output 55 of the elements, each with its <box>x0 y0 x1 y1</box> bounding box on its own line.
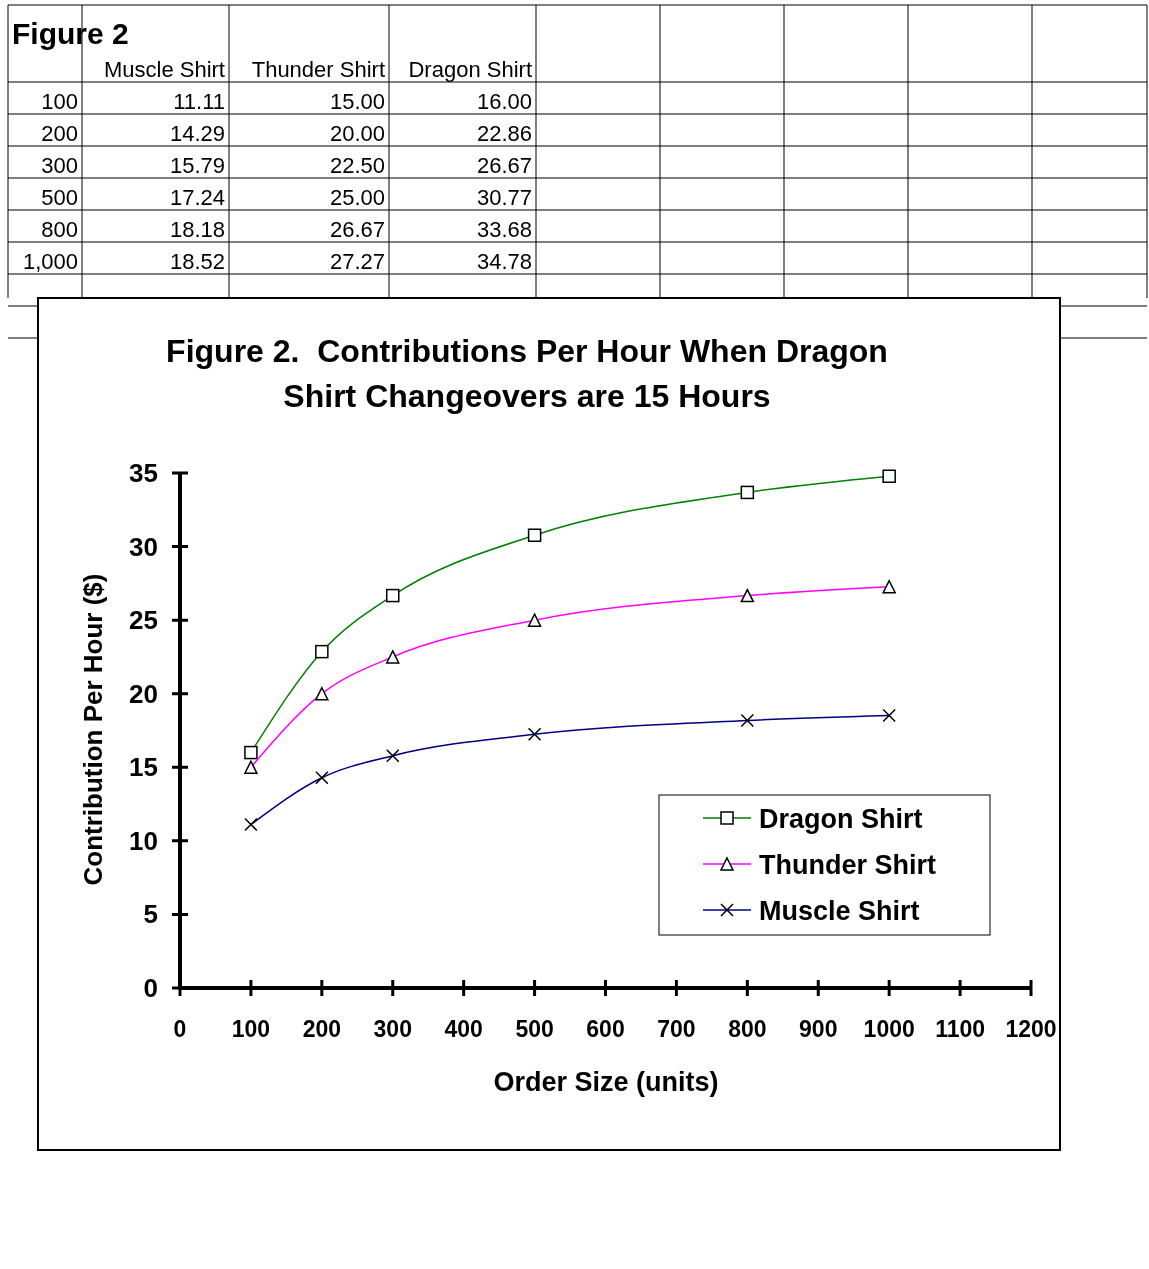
legend-label: Thunder Shirt <box>759 850 936 880</box>
y-tick-label: 25 <box>129 605 158 636</box>
text: 20.00 <box>329 121 385 146</box>
y-tick-label: 15 <box>129 752 158 783</box>
x-axis-title: Order Size (units) <box>493 1067 719 1097</box>
text: 26.67 <box>476 153 532 178</box>
category-label: Muscle Shirt <box>103 57 225 82</box>
legend-label: Dragon Shirt <box>759 804 923 834</box>
text: 30.77 <box>476 185 532 210</box>
text: 34.78 <box>476 249 532 274</box>
text: 33.68 <box>476 217 532 242</box>
x-tick-label: 900 <box>799 1016 838 1042</box>
category-label: Thunder Shirt <box>251 57 385 82</box>
text: 15.79 <box>169 153 225 178</box>
x-tick-label: 500 <box>515 1016 554 1042</box>
y-tick-label: 20 <box>129 678 158 709</box>
x-tick-label: 200 <box>302 1016 342 1042</box>
x-tick-label: 0 <box>173 1016 187 1042</box>
category-label: Dragon Shirt <box>408 57 532 82</box>
category-label: 800 <box>41 217 78 242</box>
x-tick-label: 600 <box>586 1016 625 1042</box>
chart-title: Figure 2. Contributions Per Hour When Dragon Shirt Changeovers are 15 Hours <box>166 333 888 414</box>
y-axis-title: Contribution Per Hour ($) <box>78 573 108 886</box>
text: 17.24 <box>169 185 225 210</box>
text: 27.27 <box>329 249 385 274</box>
legend-label: Muscle Shirt <box>759 896 920 926</box>
category-label: 100 <box>41 89 78 114</box>
x-tick-label: 1000 <box>863 1016 915 1042</box>
category-label: 300 <box>41 153 78 178</box>
category-label: 1,000 <box>22 249 78 274</box>
x-tick-label: 700 <box>657 1016 696 1042</box>
category-label: 200 <box>41 121 78 146</box>
y-tick-label: 0 <box>143 973 158 1003</box>
text: 16.00 <box>476 89 532 114</box>
x-tick-label: 800 <box>728 1016 767 1042</box>
text: 22.50 <box>329 153 385 178</box>
x-tick-label: 1200 <box>1005 1016 1057 1042</box>
y-tick-label: 30 <box>129 531 158 562</box>
text: 26.67 <box>329 217 385 242</box>
x-tick-label: 400 <box>444 1016 483 1042</box>
y-tick-label: 5 <box>143 899 158 930</box>
x-tick-label: 300 <box>373 1016 412 1042</box>
x-tick-label: 1100 <box>935 1016 986 1042</box>
text: 18.18 <box>169 217 225 242</box>
x-tick-label: 100 <box>231 1016 271 1042</box>
text: 15.00 <box>329 89 385 114</box>
text: 22.86 <box>476 121 532 146</box>
category-label: 500 <box>41 185 78 210</box>
text: 11.11 <box>173 89 225 114</box>
text: Figure 2 <box>12 17 129 50</box>
y-tick-label: 35 <box>129 458 158 488</box>
y-tick-label: 10 <box>129 825 158 856</box>
text: 18.52 <box>169 249 225 274</box>
text: 25.00 <box>329 185 385 210</box>
text: 14.29 <box>169 121 225 146</box>
